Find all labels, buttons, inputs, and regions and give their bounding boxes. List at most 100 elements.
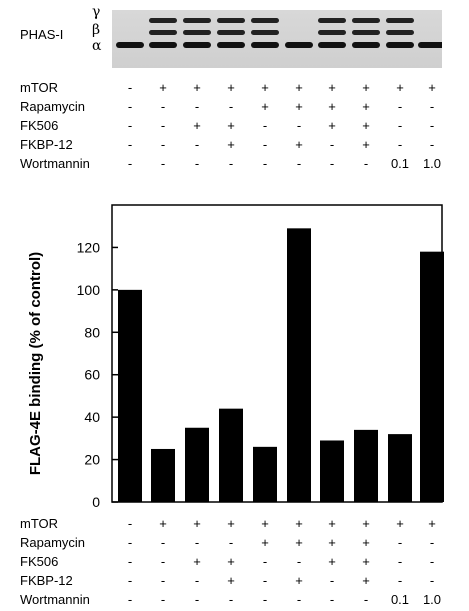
bottom-condition-cell: +	[328, 535, 336, 550]
top-condition-cell: -	[429, 99, 435, 114]
top-condition-cell: -	[329, 156, 335, 171]
bottom-condition-cell: -	[262, 554, 268, 569]
bottom-condition-row-rapamycin: Rapamycin - - - - + + + + - -	[0, 535, 469, 553]
gamma-band	[251, 18, 279, 23]
y-tick-label: 60	[84, 367, 100, 383]
bar	[388, 434, 412, 502]
bottom-condition-cell: -	[194, 592, 200, 607]
plot-frame	[111, 204, 443, 503]
bottom-condition-cell: +	[328, 516, 336, 531]
bottom-condition-cell: -	[194, 573, 200, 588]
top-condition-cell: -	[429, 137, 435, 152]
bottom-condition-row-label: Wortmannin	[20, 592, 90, 607]
top-condition-cell: -	[127, 137, 133, 152]
alpha-band	[116, 42, 144, 48]
bottom-condition-row-wortmannin: Wortmannin - - - - - - - - 0.1 1.0	[0, 592, 469, 610]
chart-svg: FLAG-4E binding (% of control) 0 20 40 60 80…	[27, 204, 444, 510]
top-condition-cell: +	[362, 137, 370, 152]
alpha-band	[251, 42, 279, 48]
bottom-condition-row-label: FKBP-12	[20, 573, 73, 588]
bottom-condition-cell: +	[295, 573, 303, 588]
bottom-condition-cell: -	[194, 535, 200, 550]
bottom-condition-cell: +	[362, 573, 370, 588]
bottom-condition-cell: -	[160, 592, 166, 607]
beta-band-label: β	[92, 22, 101, 38]
top-condition-cell: +	[193, 118, 201, 133]
bar	[185, 427, 209, 502]
bottom-condition-cell: +	[362, 554, 370, 569]
y-tick-label: 80	[84, 324, 100, 340]
alpha-band	[217, 42, 245, 48]
top-condition-row-label: Rapamycin	[20, 99, 86, 114]
top-condition-cell: +	[261, 80, 269, 95]
alpha-band	[285, 42, 313, 48]
gamma-band	[149, 18, 177, 23]
top-condition-cell: -	[228, 99, 234, 114]
top-condition-cell: -	[397, 99, 403, 114]
bottom-condition-cell: +	[328, 554, 336, 569]
top-condition-cell: +	[328, 99, 336, 114]
bottom-condition-cell: -	[296, 554, 302, 569]
bottom-condition-cell: -	[127, 535, 133, 550]
bottom-condition-cell: -	[329, 592, 335, 607]
bottom-condition-cell: -	[329, 573, 335, 588]
bottom-condition-cell: +	[227, 573, 235, 588]
bottom-condition-cell: +	[295, 516, 303, 531]
gamma-band	[318, 18, 346, 23]
top-condition-cell: -	[296, 118, 302, 133]
bottom-condition-cell: -	[429, 554, 435, 569]
top-condition-cell: 1.0	[422, 156, 442, 171]
top-condition-row-wortmannin: Wortmannin - - - - - - - - 0.1 1.0	[0, 156, 469, 174]
top-condition-cell: +	[159, 80, 167, 95]
top-condition-cell: +	[227, 80, 235, 95]
bottom-condition-cell: -	[429, 535, 435, 550]
bottom-condition-row-mtor: mTOR - + + + + + + + + +	[0, 516, 469, 534]
gamma-band	[217, 18, 245, 23]
top-condition-cell: -	[194, 137, 200, 152]
top-condition-cell: -	[262, 118, 268, 133]
gamma-band	[183, 18, 211, 23]
bottom-condition-cell: +	[362, 516, 370, 531]
top-condition-cell: +	[295, 137, 303, 152]
bottom-condition-cell: +	[362, 535, 370, 550]
bottom-condition-cell: +	[295, 535, 303, 550]
bottom-condition-cell: -	[127, 554, 133, 569]
y-tick-label: 120	[77, 239, 101, 255]
top-condition-cell: -	[296, 156, 302, 171]
gamma-band	[386, 18, 414, 23]
top-condition-row-label: FKBP-12	[20, 137, 73, 152]
blot-bands	[116, 18, 442, 48]
beta-band	[318, 30, 346, 35]
top-condition-cell: -	[397, 137, 403, 152]
bottom-condition-cell: 0.1	[390, 592, 410, 607]
bottom-condition-cell: -	[127, 516, 133, 531]
alpha-band-label: α	[92, 38, 102, 54]
beta-band	[149, 30, 177, 35]
alpha-band	[318, 42, 346, 48]
top-condition-cell: -	[329, 137, 335, 152]
bottom-condition-cell: -	[397, 535, 403, 550]
top-condition-cell: -	[262, 156, 268, 171]
bottom-condition-cell: -	[160, 573, 166, 588]
top-condition-cell: -	[127, 118, 133, 133]
y-tick-label: 40	[84, 409, 100, 425]
bottom-condition-row-fkbp-12: FKBP-12 - - - + - + - + - -	[0, 573, 469, 591]
bottom-condition-cell: -	[296, 592, 302, 607]
bottom-condition-cell: -	[127, 573, 133, 588]
top-condition-cell: +	[227, 137, 235, 152]
top-condition-row-fkbp-12: FKBP-12 - - - + - + - + - -	[0, 137, 469, 155]
top-condition-cell: -	[127, 156, 133, 171]
top-condition-cell: +	[362, 99, 370, 114]
top-condition-cell: -	[363, 156, 369, 171]
top-condition-row-mtor: mTOR - + + + + + + + + +	[0, 80, 469, 98]
blot-panel	[112, 10, 442, 68]
alpha-band	[149, 42, 177, 48]
top-condition-cell: -	[397, 118, 403, 133]
bar-chart: FLAG-4E binding (% of control) 0 20 40 60 80…	[0, 195, 469, 520]
top-condition-cell: +	[295, 99, 303, 114]
bar	[219, 408, 243, 502]
bar	[151, 448, 175, 502]
top-condition-cell: -	[194, 99, 200, 114]
top-condition-cell: -	[194, 156, 200, 171]
bar	[320, 440, 344, 502]
